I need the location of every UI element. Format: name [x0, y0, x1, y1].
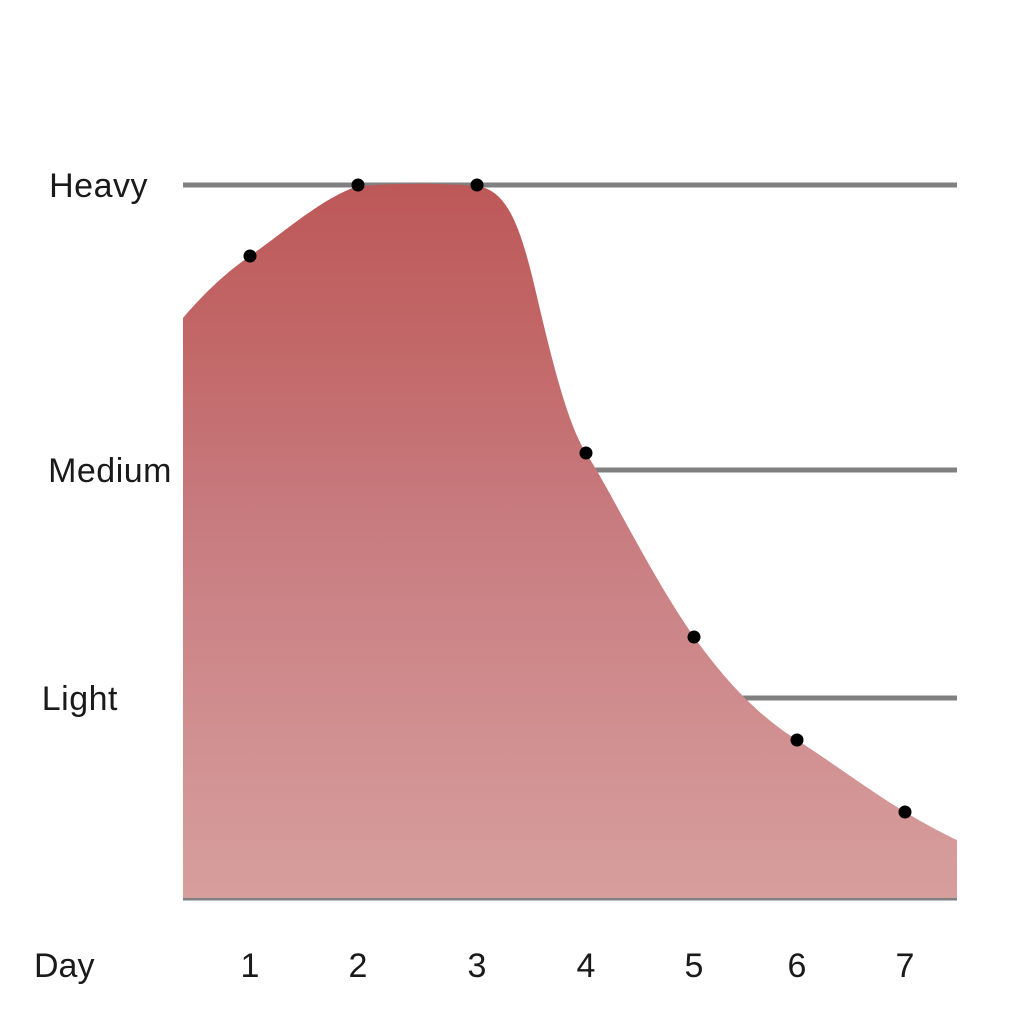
x-tick-label-3: 3: [468, 947, 487, 985]
x-tick-label-6: 6: [788, 947, 807, 985]
x-axis-title: Day: [34, 947, 94, 985]
x-tick-label-4: 4: [577, 947, 596, 985]
data-point-day-5[interactable]: [687, 630, 701, 644]
data-point-day-6[interactable]: [790, 733, 804, 747]
data-point-markers: [243, 178, 912, 819]
y-tick-label-medium: Medium: [48, 452, 172, 490]
x-tick-label-7: 7: [896, 947, 915, 985]
data-point-day-7[interactable]: [898, 805, 912, 819]
x-tick-label-5: 5: [685, 947, 704, 985]
area-fill-group: [183, 183, 957, 898]
area-fill: [183, 183, 957, 898]
y-tick-label-light: Light: [42, 680, 118, 718]
y-axis-labels: Heavy Medium Light: [42, 167, 172, 718]
y-tick-label-heavy: Heavy: [49, 167, 148, 205]
data-point-day-1[interactable]: [243, 249, 257, 263]
x-tick-label-2: 2: [349, 947, 368, 985]
data-point-day-2[interactable]: [351, 178, 365, 192]
x-axis-labels: 1 2 3 4 5 6 7: [241, 947, 915, 985]
data-point-day-3[interactable]: [470, 178, 484, 192]
x-tick-label-1: 1: [241, 947, 260, 985]
data-point-day-4[interactable]: [579, 446, 593, 460]
